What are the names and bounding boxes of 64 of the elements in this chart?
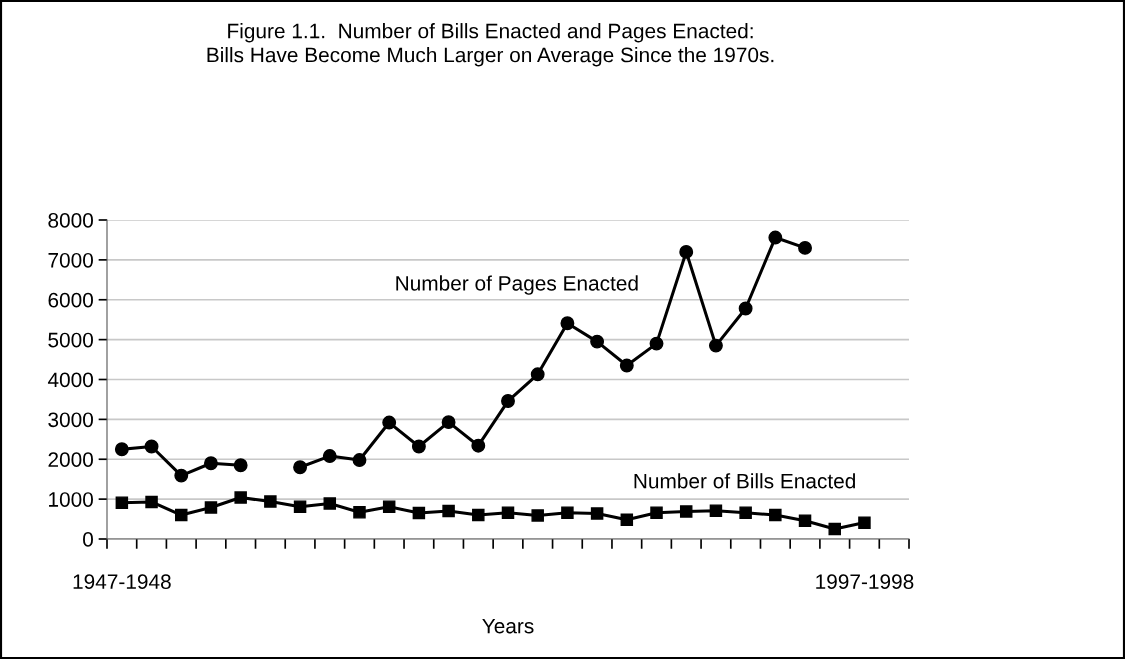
point <box>798 240 812 255</box>
point <box>204 456 218 471</box>
point <box>352 453 367 467</box>
series-label: Number of Pages Enacted <box>396 275 638 295</box>
point <box>114 442 129 457</box>
point <box>382 500 396 513</box>
chart-title: Figure 1.1. Number of Bills Enacted and Pages Enacted: Bills Have Become Much Larger on Average Since the 1970s. <box>207 23 774 67</box>
point <box>412 506 426 520</box>
y-tick-label: 1000 <box>49 492 93 507</box>
point <box>531 509 544 522</box>
point <box>739 506 752 519</box>
point <box>411 439 426 454</box>
series-label: Number of Bills Enacted <box>634 473 855 489</box>
point <box>353 506 366 519</box>
point <box>323 497 337 510</box>
point <box>115 496 129 509</box>
y-tick-label: 6000 <box>48 292 93 308</box>
point <box>769 508 782 522</box>
point <box>650 506 663 519</box>
point <box>649 336 664 351</box>
y-tick-label: 8000 <box>48 213 93 228</box>
point <box>590 334 605 349</box>
point <box>174 468 189 483</box>
x-axis-title: Years <box>482 618 534 634</box>
y-tick-label: 5000 <box>48 332 93 348</box>
point <box>619 358 634 373</box>
point <box>768 230 783 245</box>
y-tick-label: 2000 <box>48 452 93 467</box>
point <box>530 367 545 382</box>
point <box>828 522 841 536</box>
point <box>679 244 694 259</box>
point <box>858 516 871 529</box>
point <box>708 338 723 353</box>
y-tick-label: 7000 <box>48 252 93 268</box>
point <box>560 316 575 331</box>
point <box>204 501 218 514</box>
point <box>293 500 307 513</box>
point <box>561 506 574 519</box>
point <box>234 491 247 504</box>
point <box>620 513 634 527</box>
point <box>472 508 485 522</box>
point <box>145 495 158 509</box>
x-tick-label: 1947-1948 <box>73 574 171 590</box>
point <box>233 458 248 473</box>
point <box>293 460 308 475</box>
point <box>382 415 397 430</box>
point <box>590 507 604 520</box>
point <box>442 504 455 518</box>
point <box>144 439 159 454</box>
point <box>471 438 486 453</box>
y-tick-label: 4000 <box>47 372 93 388</box>
point <box>738 301 753 316</box>
point <box>441 415 456 430</box>
point <box>322 449 337 464</box>
point <box>501 506 515 519</box>
point <box>264 495 277 508</box>
point <box>175 508 188 522</box>
point <box>709 504 723 517</box>
point <box>798 514 812 527</box>
x-tick-label: 1997-1998 <box>816 574 914 590</box>
y-tick-label: 0 <box>83 532 93 547</box>
point <box>679 505 693 518</box>
point <box>501 394 515 408</box>
y-tick-label: 3000 <box>48 412 93 428</box>
